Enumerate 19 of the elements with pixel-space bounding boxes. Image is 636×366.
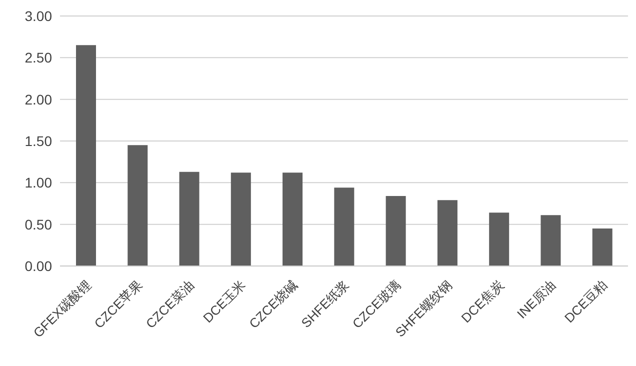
x-tick-label: INE原油 [514,277,558,322]
y-tick-label: 0.50 [24,216,52,232]
bar [540,215,561,266]
bar [592,228,612,266]
y-tick-label: 1.50 [24,132,52,149]
bar [76,45,96,266]
bar [179,172,200,266]
bar [489,212,510,266]
bar [437,200,458,266]
y-tick-label: 0.00 [24,258,52,274]
y-tick-label: 3.00 [24,8,52,24]
bar [386,196,406,266]
bar [230,172,251,266]
y-tick-label: 1.00 [24,174,52,191]
y-tick-label: 2.00 [24,91,52,108]
bar [128,145,148,266]
bar [282,172,303,266]
bar [334,188,354,266]
y-tick-label: 2.50 [24,50,52,66]
